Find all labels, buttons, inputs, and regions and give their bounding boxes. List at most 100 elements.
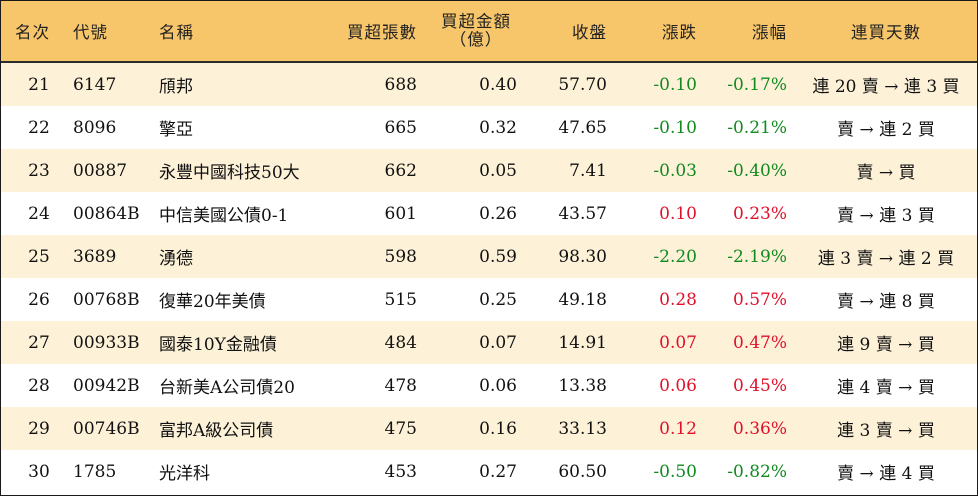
close-cell: 7.41 bbox=[569, 160, 607, 181]
pct-cell: -0.17% bbox=[727, 74, 787, 95]
table-row[interactable]: 28 00942B 台新美A公司債20 478 0.06 13.38 0.06 0.45% 連 … bbox=[1, 364, 977, 407]
streak-cell: 賣 → 連 4 買 bbox=[837, 464, 935, 484]
code-cell: 00887 bbox=[73, 160, 128, 181]
amount-cell: 0.27 bbox=[479, 461, 517, 482]
header-change[interactable]: 漲跌 bbox=[662, 23, 697, 42]
header-streak[interactable]: 連買天數 bbox=[851, 23, 921, 42]
name-cell: 中信美國公債0-1 bbox=[159, 206, 289, 226]
table-row[interactable]: 29 00746B 富邦A級公司債 475 0.16 33.13 0.12 0.36% 連 3 … bbox=[1, 407, 977, 450]
change-cell: 0.12 bbox=[659, 418, 697, 439]
change-cell: 0.07 bbox=[659, 332, 697, 353]
close-cell: 14.91 bbox=[558, 332, 607, 353]
amount-cell: 0.06 bbox=[479, 375, 517, 396]
pct-cell: -0.21% bbox=[727, 117, 787, 138]
close-cell: 13.38 bbox=[558, 375, 607, 396]
volume-cell: 475 bbox=[384, 418, 417, 439]
table-row[interactable]: 30 1785 光洋科 453 0.27 60.50 -0.50 -0.82% 賣 → 連 4 … bbox=[1, 450, 977, 493]
code-cell: 00768B bbox=[73, 289, 140, 310]
change-cell: -0.50 bbox=[653, 461, 697, 482]
streak-cell: 賣 → 連 2 買 bbox=[837, 120, 935, 140]
volume-cell: 453 bbox=[384, 461, 417, 482]
code-cell: 1785 bbox=[73, 461, 117, 482]
volume-cell: 688 bbox=[384, 74, 417, 95]
change-cell: -0.10 bbox=[653, 117, 697, 138]
amount-cell: 0.16 bbox=[479, 418, 517, 439]
amount-cell: 0.32 bbox=[479, 117, 517, 138]
code-cell: 6147 bbox=[73, 74, 117, 95]
pct-cell: 0.36% bbox=[732, 418, 787, 439]
header-close[interactable]: 收盤 bbox=[572, 23, 607, 42]
volume-cell: 598 bbox=[384, 246, 417, 267]
streak-cell: 連 3 賣 → 連 2 買 bbox=[817, 249, 955, 269]
change-cell: 0.28 bbox=[659, 289, 697, 310]
rank-cell: 29 bbox=[28, 418, 50, 439]
rank-cell: 21 bbox=[28, 74, 50, 95]
close-cell: 60.50 bbox=[558, 461, 607, 482]
close-cell: 49.18 bbox=[558, 289, 607, 310]
amount-cell: 0.05 bbox=[479, 160, 517, 181]
code-cell: 00933B bbox=[73, 332, 140, 353]
streak-cell: 賣 → 連 3 買 bbox=[837, 206, 935, 226]
header-amount[interactable]: 買超金額 （億） bbox=[431, 1, 521, 61]
table-row[interactable]: 22 8096 擎亞 665 0.32 47.65 -0.10 -0.21% 賣 → 連 2 買 bbox=[1, 106, 977, 149]
name-cell: 富邦A級公司債 bbox=[159, 421, 274, 441]
volume-cell: 478 bbox=[384, 375, 417, 396]
change-cell: -0.10 bbox=[653, 74, 697, 95]
header-amount-line2: （億） bbox=[449, 30, 503, 49]
volume-cell: 662 bbox=[384, 160, 417, 181]
streak-cell: 連 3 賣 → 買 bbox=[837, 421, 935, 441]
amount-cell: 0.59 bbox=[479, 246, 517, 267]
code-cell: 00746B bbox=[73, 418, 140, 439]
close-cell: 98.30 bbox=[558, 246, 607, 267]
table-row[interactable]: 25 3689 湧德 598 0.59 98.30 -2.20 -2.19% 連 3 賣 → 連… bbox=[1, 235, 977, 278]
rank-cell: 22 bbox=[28, 117, 50, 138]
rank-cell: 23 bbox=[28, 160, 50, 181]
rank-cell: 26 bbox=[28, 289, 50, 310]
streak-cell: 賣 → 連 8 買 bbox=[837, 292, 935, 312]
header-rank[interactable]: 名次 bbox=[15, 23, 50, 42]
pct-cell: -0.40% bbox=[727, 160, 787, 181]
table-row[interactable]: 27 00933B 國泰10Y金融債 484 0.07 14.91 0.07 0.47% 連 9… bbox=[1, 321, 977, 364]
table-row[interactable]: 26 00768B 復華20年美債 515 0.25 49.18 0.28 0.57% 賣 → … bbox=[1, 278, 977, 321]
code-cell: 3689 bbox=[73, 246, 117, 267]
name-cell: 擎亞 bbox=[159, 120, 193, 140]
close-cell: 47.65 bbox=[558, 117, 607, 138]
close-cell: 33.13 bbox=[558, 418, 607, 439]
rank-cell: 28 bbox=[28, 375, 50, 396]
volume-cell: 484 bbox=[384, 332, 417, 353]
rank-cell: 30 bbox=[28, 461, 50, 482]
volume-cell: 515 bbox=[384, 289, 417, 310]
change-cell: -2.20 bbox=[653, 246, 697, 267]
table-header: 名次 代號 名稱 買超張數 買超金額 （億） 收盤 漲跌 漲幅 連買天數 bbox=[1, 1, 977, 63]
change-cell: 0.10 bbox=[659, 203, 697, 224]
table-row[interactable]: 23 00887 永豐中國科技50大 662 0.05 7.41 -0.03 -0.40% 賣 … bbox=[1, 149, 977, 192]
rank-cell: 25 bbox=[28, 246, 50, 267]
header-pct[interactable]: 漲幅 bbox=[752, 23, 787, 42]
header-amount-line1: 買超金額 bbox=[441, 12, 511, 31]
pct-cell: -0.82% bbox=[727, 461, 787, 482]
name-cell: 台新美A公司債20 bbox=[159, 378, 295, 398]
name-cell: 復華20年美債 bbox=[159, 292, 266, 312]
streak-cell: 連 20 賣 → 連 3 買 bbox=[812, 77, 960, 97]
table-row[interactable]: 21 6147 頎邦 688 0.40 57.70 -0.10 -0.17% 連 20 賣 → … bbox=[1, 63, 977, 106]
pct-cell: 0.45% bbox=[732, 375, 787, 396]
close-cell: 43.57 bbox=[558, 203, 607, 224]
pct-cell: 0.57% bbox=[732, 289, 787, 310]
header-volume[interactable]: 買超張數 bbox=[347, 23, 417, 42]
name-cell: 光洋科 bbox=[159, 464, 210, 484]
volume-cell: 601 bbox=[384, 203, 417, 224]
name-cell: 湧德 bbox=[159, 249, 193, 269]
table-row[interactable]: 24 00864B 中信美國公債0-1 601 0.26 43.57 0.10 0.23% 賣 … bbox=[1, 192, 977, 235]
header-name[interactable]: 名稱 bbox=[159, 23, 194, 42]
name-cell: 永豐中國科技50大 bbox=[159, 163, 300, 183]
code-cell: 00942B bbox=[73, 375, 140, 396]
code-cell: 8096 bbox=[73, 117, 117, 138]
code-cell: 00864B bbox=[73, 203, 140, 224]
rank-cell: 27 bbox=[28, 332, 50, 353]
change-cell: -0.03 bbox=[653, 160, 697, 181]
pct-cell: -2.19% bbox=[727, 246, 787, 267]
header-code[interactable]: 代號 bbox=[73, 23, 108, 42]
streak-cell: 連 9 賣 → 買 bbox=[837, 335, 935, 355]
pct-cell: 0.47% bbox=[732, 332, 787, 353]
